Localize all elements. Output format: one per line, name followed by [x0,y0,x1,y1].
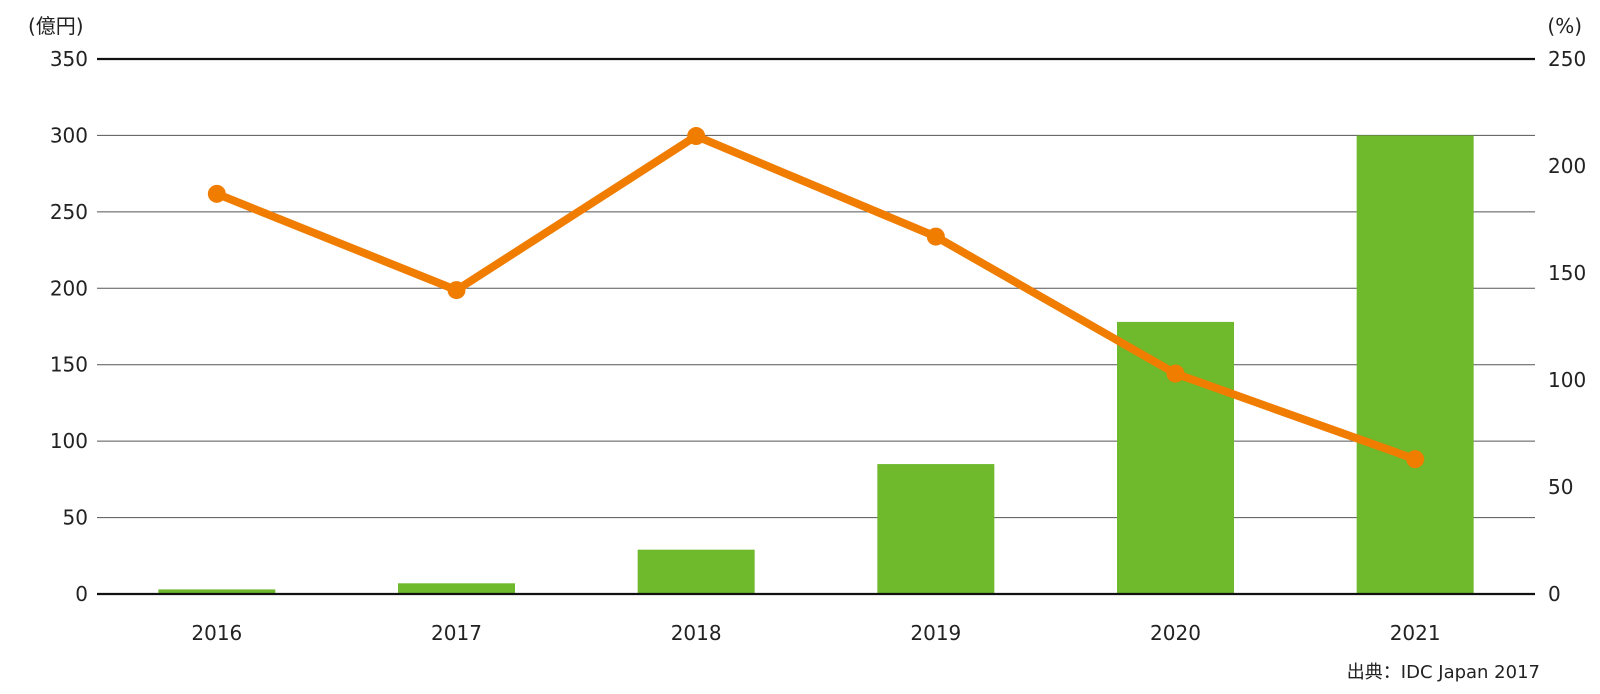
x-tick-label: 2020 [1150,621,1201,645]
line-point-2021 [1406,450,1425,469]
left-tick-label: 300 [50,123,88,147]
bar-2021 [1356,135,1474,594]
left-tick-label: 50 [63,506,88,530]
bar-2016 [158,589,276,594]
left-tick-label: 100 [50,429,88,453]
bar-2017 [398,583,515,594]
x-tick-label: 2017 [431,621,482,645]
x-tick-label: 2018 [671,621,722,645]
left-tick-label: 0 [75,582,88,606]
x-tick-label: 2016 [191,621,242,645]
line-point-2017 [447,281,466,300]
grid-layer [97,134,1535,519]
bar-2019 [877,464,995,594]
x-tick-label: 2021 [1390,621,1441,645]
left-tick-label: 150 [50,353,88,377]
line-point-2019 [926,227,945,246]
left-tick-label: 350 [50,47,88,71]
source-note: 出典：IDC Japan 2017 [1347,662,1540,683]
right-tick-label: 50 [1548,475,1573,499]
right-tick-label: 150 [1548,261,1586,285]
line-layer [207,127,1425,469]
right-tick-label: 200 [1548,154,1586,178]
line-series [212,132,1420,464]
right-tick-label: 250 [1548,47,1586,71]
line-point-2018 [687,127,706,146]
x-tick-label: 2019 [910,621,961,645]
right-tick-label: 100 [1548,368,1586,392]
right-tick-label: 0 [1548,582,1561,606]
right-axis-unit: (%) [1547,14,1582,38]
left-tick-label: 250 [50,200,88,224]
left-axis-unit: (億円) [28,14,84,38]
line-point-2016 [207,184,226,203]
line-point-2020 [1166,364,1185,383]
bar-2018 [637,549,755,594]
axis-layer [97,57,1535,596]
left-tick-label: 200 [50,276,88,300]
label-layer: (億円) (%) 出典：IDC Japan 2017 0 50 100 150 200 2… [28,14,1586,683]
bar-2020 [1117,321,1234,594]
